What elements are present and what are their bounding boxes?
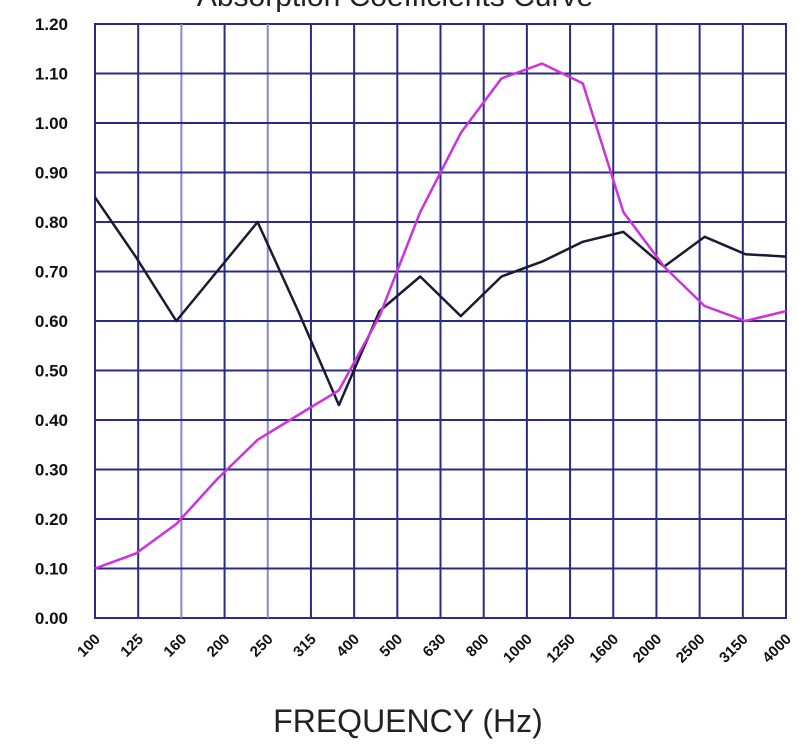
x-tick-label: 4000 [759,631,795,667]
x-tick-label: 200 [204,631,234,661]
series-line-black [93,196,787,407]
y-tick-label: 0.70 [35,263,68,282]
y-tick-label: 0.80 [35,213,68,232]
y-tick-label: 0.30 [35,461,68,480]
y-tick-labels: 0.00 0.10 0.20 0.30 0.40 0.50 0.60 0.70 0.80 0.90… [35,15,68,628]
x-tick-label: 2500 [673,631,709,667]
y-tick-label: 0.90 [35,164,68,183]
y-tick-label: 0.10 [35,560,68,579]
y-tick-label: 0.40 [35,411,68,430]
x-tick-labels: 100 125 160 200 250 315 400 500 630 800 1000 1250 16… [74,631,795,667]
x-tick-label: 160 [160,631,190,661]
chart-title: Absorption Coefficients Curve [197,0,593,13]
y-tick-label: 0.00 [35,609,68,628]
x-tick-label: 315 [290,631,320,661]
y-tick-label: 0.60 [35,312,68,331]
x-tick-label: 500 [376,631,406,661]
x-tick-label: 3150 [716,631,752,667]
series-line-magenta [94,62,787,570]
y-tick-label: 1.10 [35,65,68,84]
y-tick-label: 1.20 [35,15,68,34]
x-tick-label: 400 [333,631,363,661]
x-tick-label: 630 [420,631,450,661]
y-tick-label: 0.20 [35,510,68,529]
series-lines [93,62,787,570]
x-tick-label: 1250 [543,631,579,667]
x-tick-label: 250 [247,631,277,661]
x-tick-label: 1000 [500,631,536,667]
x-axis-title: FREQUENCY (Hz) [273,703,543,739]
x-tick-label: 800 [463,631,493,661]
x-tick-label: 125 [117,631,147,661]
x-tick-label: 1600 [586,631,622,667]
x-tick-label: 100 [74,631,104,661]
x-tick-label: 2000 [630,631,666,667]
y-tick-label: 0.50 [35,362,68,381]
grid [94,23,787,619]
y-tick-label: 1.00 [35,114,68,133]
